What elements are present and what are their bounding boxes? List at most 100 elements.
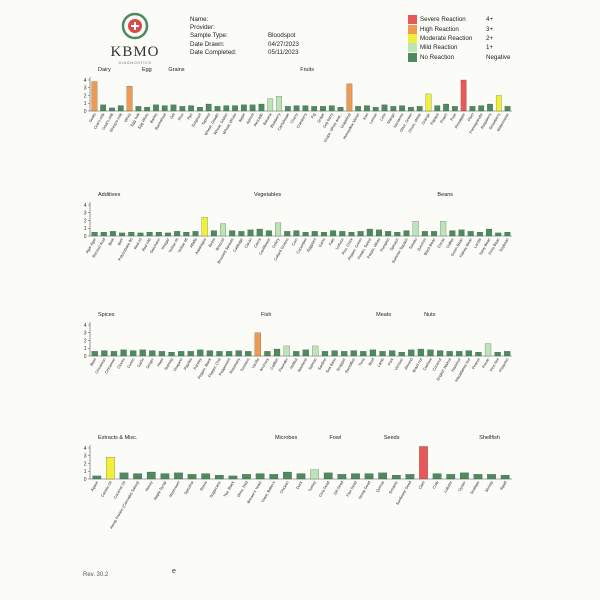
info-label: Date Completed: — [190, 48, 237, 56]
category-label: Shrimp — [484, 481, 493, 493]
bar — [269, 474, 279, 480]
bar — [458, 229, 465, 237]
bar — [275, 222, 282, 237]
category-label: Pear — [450, 112, 458, 122]
category-label: Chicken — [279, 481, 289, 495]
bar — [267, 98, 274, 112]
bar — [328, 105, 335, 112]
bar — [183, 232, 190, 237]
info-row: Date Completed: 05/11/2023 — [190, 49, 299, 57]
bar — [432, 473, 442, 480]
category-label: Oregano — [173, 358, 184, 373]
category-label: Coffee — [446, 238, 455, 250]
y-tick-label: 0 — [84, 354, 87, 360]
category-label: Papaya — [430, 112, 440, 126]
category-label: Lamb — [377, 358, 385, 368]
bar — [486, 228, 493, 237]
y-tick-label: 2 — [84, 461, 87, 467]
y-tick-label: 1 — [84, 101, 87, 107]
category-label: Whey — [124, 112, 132, 122]
bar — [205, 103, 212, 112]
bar — [495, 232, 502, 237]
category-label: Cabbage — [233, 238, 244, 253]
category-label: Turmeric — [240, 357, 251, 372]
bar — [273, 348, 281, 357]
bar — [91, 351, 98, 357]
bar — [201, 473, 211, 480]
category-label: Lettuce — [335, 238, 345, 251]
category-label: Nectarine — [393, 113, 405, 129]
category-label: Stevia — [199, 480, 208, 492]
bar — [249, 104, 256, 112]
bar — [174, 231, 181, 237]
category-label: Yellow #5 — [168, 238, 180, 254]
logo-emblem-icon — [121, 12, 149, 40]
category-label: Oat — [169, 112, 176, 120]
category-label: Pumpkin — [380, 238, 391, 253]
category-label: Agave — [90, 481, 99, 492]
category-label: Banana — [263, 112, 273, 126]
category-label: Tapioca — [201, 112, 211, 126]
y-tick-label: 0 — [84, 477, 87, 483]
bar — [110, 351, 118, 357]
category-label: Pecan — [482, 358, 491, 369]
category-label: Yellow #6 — [177, 238, 189, 254]
bar — [408, 107, 414, 112]
bar — [360, 351, 367, 357]
legend-label: Mild Reaction — [420, 44, 458, 52]
category-label: Crab — [432, 481, 440, 490]
bar — [408, 349, 415, 357]
bar — [130, 350, 137, 357]
category-label: Goats — [88, 112, 97, 123]
bar — [149, 350, 156, 357]
category-label: Lime — [379, 113, 387, 122]
category-label: Peach — [440, 113, 449, 124]
legend-swatch — [408, 33, 417, 43]
category-label: Alfalfa — [189, 237, 198, 249]
bar — [494, 352, 501, 357]
y-tick-label: 3 — [84, 454, 87, 460]
bar — [109, 231, 116, 237]
bar — [210, 230, 217, 237]
bar — [366, 228, 373, 237]
y-tick-label: 4 — [84, 446, 87, 452]
info-row: Sample Type: Bloodspot — [190, 32, 299, 40]
bar — [321, 351, 329, 357]
bar — [146, 232, 153, 237]
bar — [245, 351, 252, 357]
category-label: Rye — [187, 113, 194, 121]
bar — [504, 232, 511, 237]
bar — [241, 104, 247, 112]
bar — [214, 106, 221, 112]
bar — [364, 473, 374, 480]
bar — [165, 232, 171, 237]
bar — [254, 332, 261, 357]
revision-footer: Rev. 30.2 — [83, 572, 109, 578]
bar — [135, 106, 142, 112]
category-label: Avocado — [253, 113, 264, 128]
legend-label: High Reaction — [420, 25, 459, 33]
bar — [160, 473, 170, 480]
bar — [146, 471, 156, 480]
bar — [376, 229, 382, 237]
category-label: Cherry — [290, 112, 299, 124]
category-label: Spirulina — [184, 480, 195, 496]
group-label: Microbes — [275, 435, 298, 441]
bar — [223, 105, 230, 112]
bar — [296, 473, 306, 480]
category-label: Chia Seed — [318, 481, 330, 498]
y-tick-label: 2 — [84, 218, 87, 224]
bar — [137, 232, 144, 237]
info-label: Name: — [190, 16, 209, 23]
bar — [174, 472, 183, 480]
bar — [469, 106, 476, 112]
legend-code: Negative — [486, 53, 511, 61]
legend-label: No Reaction — [420, 53, 455, 61]
info-value: Bloodspot — [268, 32, 296, 40]
category-label: Wine, Red — [237, 481, 249, 498]
category-label: Corn — [291, 238, 299, 247]
info-label: Sample Type: — [190, 32, 228, 40]
group-label: Seeds — [384, 435, 400, 441]
legend-row: No Reaction Negative — [408, 52, 516, 62]
